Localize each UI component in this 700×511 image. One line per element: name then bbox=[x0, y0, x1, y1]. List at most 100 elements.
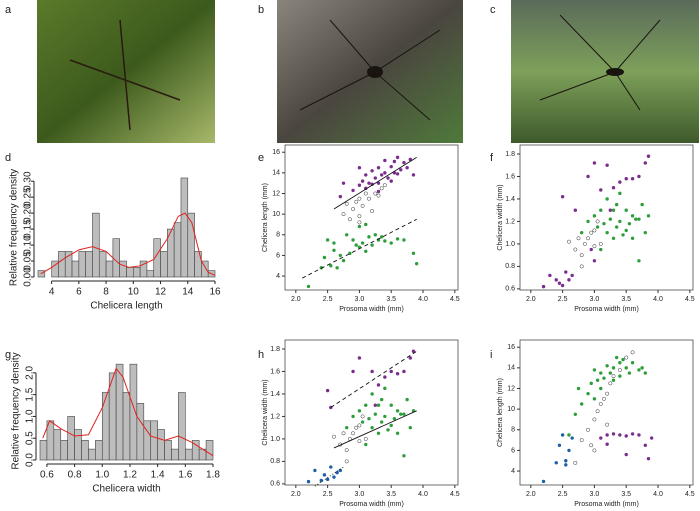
point bbox=[598, 402, 603, 406]
point bbox=[627, 371, 632, 375]
y-tick-label: 14 bbox=[272, 170, 280, 177]
point bbox=[643, 371, 647, 375]
point bbox=[640, 202, 644, 207]
point bbox=[411, 251, 416, 256]
bar bbox=[112, 238, 120, 278]
point bbox=[395, 372, 400, 376]
point bbox=[360, 420, 365, 424]
point bbox=[624, 434, 628, 438]
point bbox=[637, 217, 641, 221]
x-tick-label: 4.0 bbox=[418, 296, 428, 303]
y-tick-label: 0.8 bbox=[505, 263, 515, 270]
fit-line bbox=[330, 350, 417, 408]
bar bbox=[133, 267, 141, 278]
x-tick-label: 4.0 bbox=[418, 491, 428, 498]
point bbox=[589, 230, 594, 235]
point bbox=[646, 456, 651, 461]
y-tick-label: 14 bbox=[507, 365, 515, 372]
y-tick-label: 2.0 bbox=[25, 366, 36, 380]
point bbox=[599, 436, 603, 440]
point bbox=[383, 158, 387, 163]
point bbox=[605, 422, 610, 427]
bar bbox=[67, 416, 75, 461]
point bbox=[630, 214, 635, 218]
point bbox=[344, 201, 349, 206]
point bbox=[557, 281, 562, 285]
photo bbox=[37, 0, 215, 143]
point bbox=[618, 361, 622, 365]
bar bbox=[92, 212, 100, 278]
y-tick-label: 4 bbox=[276, 273, 280, 280]
bar bbox=[115, 363, 124, 461]
point bbox=[373, 403, 378, 407]
point bbox=[389, 179, 393, 183]
point bbox=[411, 349, 416, 353]
x-tick-label: 3.5 bbox=[621, 491, 631, 498]
point bbox=[618, 219, 622, 224]
photo bbox=[511, 0, 699, 143]
bar bbox=[205, 440, 214, 461]
point bbox=[392, 416, 397, 421]
point bbox=[370, 169, 374, 173]
point bbox=[567, 278, 571, 282]
point bbox=[564, 463, 568, 467]
point bbox=[592, 417, 597, 422]
point bbox=[357, 409, 362, 413]
point bbox=[630, 361, 635, 365]
fit-line bbox=[333, 410, 417, 449]
point bbox=[402, 412, 406, 416]
point bbox=[624, 177, 628, 181]
panel-label: h bbox=[258, 349, 264, 361]
y-tick-label: 12 bbox=[507, 385, 515, 392]
point bbox=[592, 161, 597, 165]
point bbox=[395, 431, 400, 435]
point bbox=[637, 433, 641, 437]
x-tick-label: 14 bbox=[182, 287, 194, 298]
bar bbox=[101, 392, 110, 461]
point bbox=[306, 479, 311, 484]
panel-label: i bbox=[490, 349, 492, 361]
y-tick-label: 8 bbox=[276, 232, 280, 239]
bar bbox=[53, 429, 62, 461]
y-tick-label: 0.0 bbox=[25, 453, 36, 467]
point bbox=[332, 434, 336, 439]
point bbox=[319, 478, 323, 483]
bar bbox=[119, 260, 127, 278]
point bbox=[383, 171, 387, 175]
x-tick-label: 2.0 bbox=[291, 296, 301, 303]
point bbox=[363, 191, 368, 196]
bar bbox=[39, 440, 48, 461]
point bbox=[579, 230, 584, 235]
x-tick-label: 2.5 bbox=[558, 491, 568, 498]
point bbox=[630, 350, 635, 355]
point bbox=[376, 431, 381, 435]
point bbox=[637, 368, 641, 372]
point bbox=[376, 189, 381, 194]
point bbox=[322, 255, 327, 260]
bar bbox=[85, 251, 93, 278]
point bbox=[351, 207, 356, 211]
point bbox=[332, 475, 336, 479]
x-tick-label: 2.5 bbox=[323, 296, 333, 303]
point bbox=[592, 368, 597, 372]
point bbox=[360, 414, 365, 419]
y-tick-label: 0.25 bbox=[23, 187, 34, 207]
fit-line bbox=[301, 218, 417, 279]
point bbox=[611, 432, 616, 436]
point bbox=[389, 241, 393, 245]
point bbox=[329, 264, 333, 268]
plot-box bbox=[284, 339, 459, 486]
point bbox=[373, 412, 378, 416]
point bbox=[332, 248, 336, 252]
point bbox=[354, 199, 359, 204]
point bbox=[364, 173, 368, 177]
point bbox=[408, 425, 412, 430]
point bbox=[608, 371, 613, 375]
point bbox=[589, 443, 594, 448]
y-axis-title: Relative frequency density bbox=[9, 169, 20, 286]
panel-label: e bbox=[258, 152, 264, 164]
y-tick-label: 1.8 bbox=[270, 346, 280, 353]
point bbox=[567, 433, 571, 437]
point bbox=[335, 266, 339, 270]
point bbox=[586, 219, 590, 224]
